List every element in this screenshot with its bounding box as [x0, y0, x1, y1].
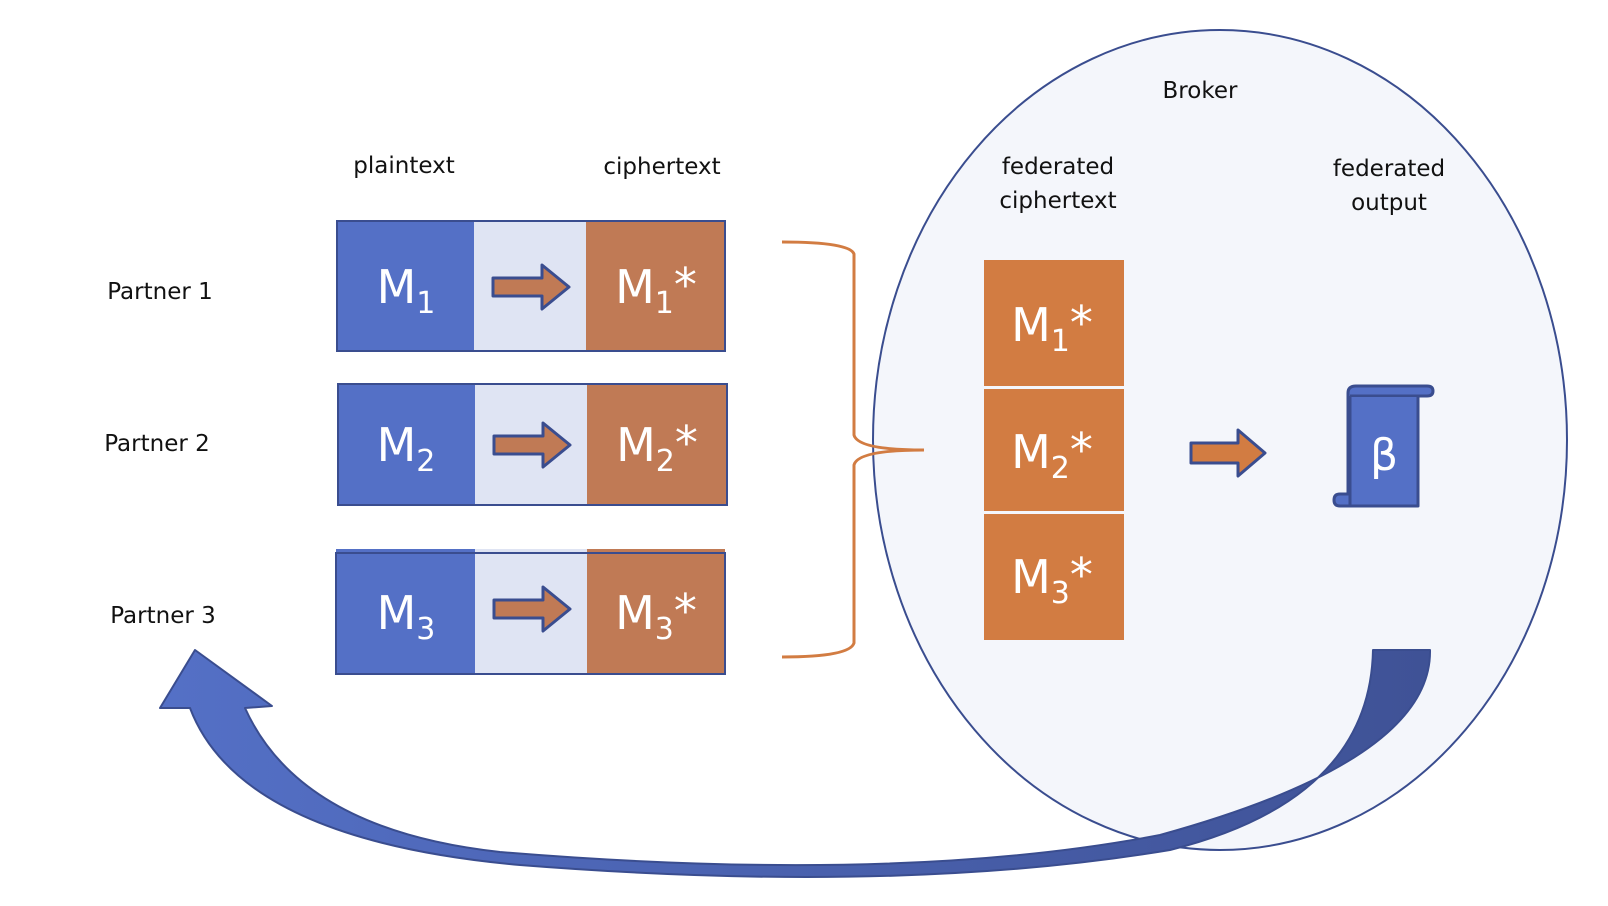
partner-2-row: M2 M2* [337, 383, 728, 506]
partner-1-label: Partner 1 [107, 279, 213, 305]
partner-3-plaintext-block [336, 549, 475, 674]
broker-right-arrow-icon [1189, 428, 1267, 478]
partner-3-label: Partner 3 [110, 603, 216, 629]
partner-1-row: M1 M1* [336, 220, 726, 352]
federated-block-3 [984, 514, 1124, 640]
partner-2-frame [337, 383, 728, 506]
partner-3-plaintext-text: M3 [377, 586, 436, 647]
partner-3-ciphertext-block [587, 549, 725, 674]
federated-block-3-text: M3* [1011, 548, 1093, 611]
broker-title: Broker [1163, 78, 1238, 104]
federated-ciphertext-header-line1: federated [1002, 154, 1114, 180]
ciphertext-header: ciphertext [603, 154, 720, 180]
federated-block-1-text: M1* [1011, 296, 1093, 359]
partner-2-plaintext-text: M2 [377, 418, 436, 479]
federated-ciphertext-header-line2: ciphertext [999, 188, 1116, 214]
federated-block-2 [984, 389, 1124, 511]
federated-output-header-line2: output [1351, 190, 1427, 216]
federated-output-header-line1: federated [1333, 156, 1445, 182]
broker-region [872, 29, 1568, 851]
partner-3-frame [335, 552, 726, 675]
partner-1-plaintext-block [337, 221, 474, 351]
partner-2-plaintext-block [338, 384, 475, 505]
partner-1-frame [336, 220, 726, 352]
right-brace-icon [781, 240, 925, 659]
federated-ciphertext-stack: M1* M2* M3* [984, 260, 1124, 640]
output-symbol: β [1370, 430, 1398, 481]
partner-1-ciphertext-block [586, 221, 725, 351]
partner-2-label: Partner 2 [104, 431, 210, 457]
partner-2-ciphertext-block [587, 384, 727, 505]
partner-2-ciphertext-text: M2* [616, 416, 698, 479]
federated-block-2-text: M2* [1011, 423, 1093, 486]
plaintext-header: plaintext [353, 153, 454, 179]
partner-3-ciphertext-text: M3* [615, 584, 697, 647]
partner-3-right-arrow-icon [492, 585, 572, 633]
federated-block-1 [984, 260, 1124, 386]
partner-3-row: M3 M3* [335, 549, 726, 675]
partner-1-right-arrow-icon [491, 263, 571, 311]
scroll-icon: β [1332, 384, 1435, 508]
partner-1-plaintext-text: M1 [377, 260, 436, 321]
partner-2-right-arrow-icon [492, 421, 572, 469]
curved-return-arrow-icon [159, 649, 1432, 878]
partner-1-ciphertext-text: M1* [615, 258, 697, 321]
